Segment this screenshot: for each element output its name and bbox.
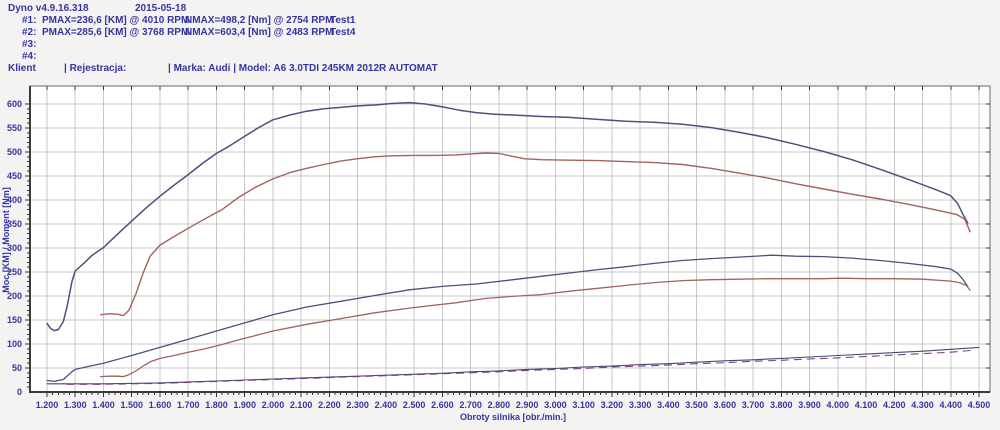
run2-test: Test4 [330, 27, 356, 38]
y-tick-label: 200 [7, 291, 22, 301]
y-tick-label: 350 [7, 219, 22, 229]
x-tick-label: 1.200 [36, 400, 59, 410]
client-label: Klient [8, 63, 36, 74]
x-tick-label: 1.400 [92, 400, 115, 410]
x-tick-label: 2.100 [290, 400, 313, 410]
x-tick-label: 3.600 [714, 400, 737, 410]
x-tick-label: 4.200 [883, 400, 906, 410]
y-tick-label: 500 [7, 147, 22, 157]
x-tick-label: 2.600 [431, 400, 454, 410]
x-tick-label: 3.400 [657, 400, 680, 410]
x-tick-label: 2.000 [262, 400, 285, 410]
x-tick-label: 2.800 [488, 400, 511, 410]
x-tick-label: 3.100 [572, 400, 595, 410]
y-tick-label: 600 [7, 99, 22, 109]
registration-label: | Rejestracja: [64, 63, 127, 74]
y-tick-label: 100 [7, 339, 22, 349]
x-tick-label: 4.500 [968, 400, 991, 410]
y-tick-label: 50 [12, 363, 22, 373]
x-tick-label: 3.000 [544, 400, 567, 410]
run1-id: #1: [22, 15, 37, 26]
y-tick-label: 150 [7, 315, 22, 325]
x-tick-label: 4.300 [911, 400, 934, 410]
run1-pmax: PMAX=236,6 [KM] @ 4010 RPM [42, 15, 190, 26]
x-tick-label: 1.600 [149, 400, 172, 410]
curve-torque-test1-nm [99, 152, 971, 317]
x-tick-label: 4.000 [827, 400, 850, 410]
y-axis-title: Moc [KM] / Moment [Nm] [1, 187, 11, 293]
run4-id: #4: [22, 51, 37, 62]
x-tick-label: 1.300 [64, 400, 87, 410]
x-tick-label: 1.700 [177, 400, 200, 410]
run1-nmax: NMAX=498,2 [Nm] @ 2754 RPM [185, 15, 334, 26]
y-tick-label: 250 [7, 267, 22, 277]
curve-power-test1-km [100, 277, 971, 378]
x-tick-label: 3.900 [798, 400, 821, 410]
curve-torque-test4-nm [46, 101, 969, 332]
x-tick-label: 1.800 [205, 400, 228, 410]
tick-labels: 1.200 1.300 1.400 1.500 1.600 1.700 1.800 1.900… [7, 99, 990, 410]
x-tick-label: 2.300 [346, 400, 369, 410]
x-tick-label: 1.500 [120, 400, 143, 410]
vehicle-label: | Marka: Audi | Model: A6 3.0TDI 245KM 2… [168, 63, 438, 74]
x-tick-label: 2.500 [403, 400, 426, 410]
x-tick-label: 3.700 [742, 400, 765, 410]
run1-test: Test1 [330, 15, 356, 26]
y-tick-label: 450 [7, 171, 22, 181]
x-tick-label: 1.900 [233, 400, 256, 410]
run2-pmax: PMAX=285,6 [KM] @ 3768 RPM [42, 27, 190, 38]
x-tick-label: 4.100 [855, 400, 878, 410]
grid [30, 86, 990, 392]
run2-id: #2: [22, 27, 37, 38]
curve-loss-test1-km [66, 349, 974, 385]
run3-id: #3: [22, 39, 37, 50]
x-tick-label: 3.800 [770, 400, 793, 410]
x-axis-title: Obroty silnika [obr./min.] [460, 412, 566, 422]
x-tick-label: 2.900 [516, 400, 539, 410]
x-tick-label: 2.400 [375, 400, 398, 410]
app-title: Dyno v4.9.16.318 [8, 3, 89, 14]
x-tick-label: 2.200 [318, 400, 341, 410]
x-tick-label: 4.400 [939, 400, 962, 410]
y-tick-label: 400 [7, 195, 22, 205]
run2-nmax: NMAX=603,4 [Nm] @ 2483 RPM [185, 27, 334, 38]
x-tick-label: 3.300 [629, 400, 652, 410]
y-tick-label: 300 [7, 243, 22, 253]
curve-power-test4-km [46, 254, 969, 383]
y-tick-label: 0 [17, 387, 22, 397]
x-tick-label: 2.700 [459, 400, 482, 410]
x-tick-label: 3.500 [685, 400, 708, 410]
x-tick-label: 3.200 [601, 400, 624, 410]
y-tick-label: 550 [7, 123, 22, 133]
measurement-date: 2015-05-18 [135, 3, 187, 14]
